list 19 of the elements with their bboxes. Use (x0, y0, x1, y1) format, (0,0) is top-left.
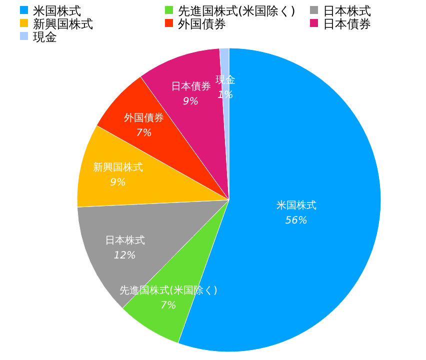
legend-label: 日本債券 (323, 17, 371, 31)
slice-label: 新興国株式 (93, 162, 144, 174)
data-label: 7% (136, 128, 152, 139)
legend-label: 日本株式 (323, 4, 371, 18)
legend-label: 先進国株式(米国除く) (178, 4, 296, 18)
slice-label: 米国株式 (276, 200, 316, 212)
legend-label: 現金 (33, 30, 57, 44)
legend-label: 外国債券 (178, 17, 226, 31)
slice-label: 日本株式 (104, 234, 145, 246)
data-label: 1% (218, 90, 234, 102)
data-label: 56% (285, 216, 308, 227)
data-label: 12% (114, 250, 136, 262)
slice-label: 外国債券 (124, 112, 164, 124)
legend-label: 米国株式 (33, 4, 81, 18)
legend-label: 新興国株式 (33, 17, 93, 31)
data-label: 9% (182, 96, 199, 108)
slice-label: 日本債券 (170, 80, 211, 93)
data-label: 9% (110, 178, 126, 189)
data-label: 7% (160, 300, 176, 312)
